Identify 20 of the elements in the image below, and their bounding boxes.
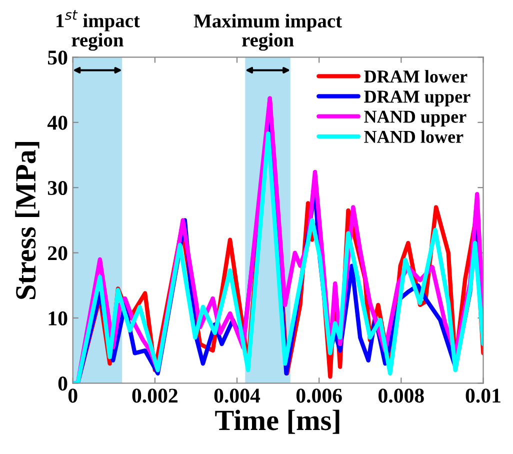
x-tick-label: 0.002: [132, 388, 178, 403]
legend-label: NAND upper: [364, 110, 466, 127]
x-tick-label: 0.004: [214, 388, 260, 403]
y-tick-label: 20: [48, 246, 68, 260]
x-tick-label: 0: [68, 388, 78, 403]
band-label: 1$^{st}$ impact region: [56, 10, 140, 51]
y-tick-label: 10: [48, 311, 68, 326]
band-label: Maximum impact region: [194, 14, 342, 51]
legend-label: DRAM lower: [364, 70, 468, 83]
x-tick-label: 0.006: [296, 388, 342, 403]
y-tick-label: 30: [48, 180, 68, 196]
y-tick-label: 50: [48, 50, 68, 65]
legend-label: NAND lower: [364, 130, 464, 143]
x-tick-label: 0.01: [466, 388, 500, 403]
y-tick-label: 40: [47, 116, 68, 130]
legend-label: DRAM upper: [364, 90, 470, 106]
y-axis-title: Stress [MPa]: [15, 142, 40, 299]
x-axis-title: Time [ms]: [215, 410, 340, 434]
x-tick-label: 0.008: [378, 388, 424, 403]
y-tick-label: 0: [58, 376, 68, 391]
